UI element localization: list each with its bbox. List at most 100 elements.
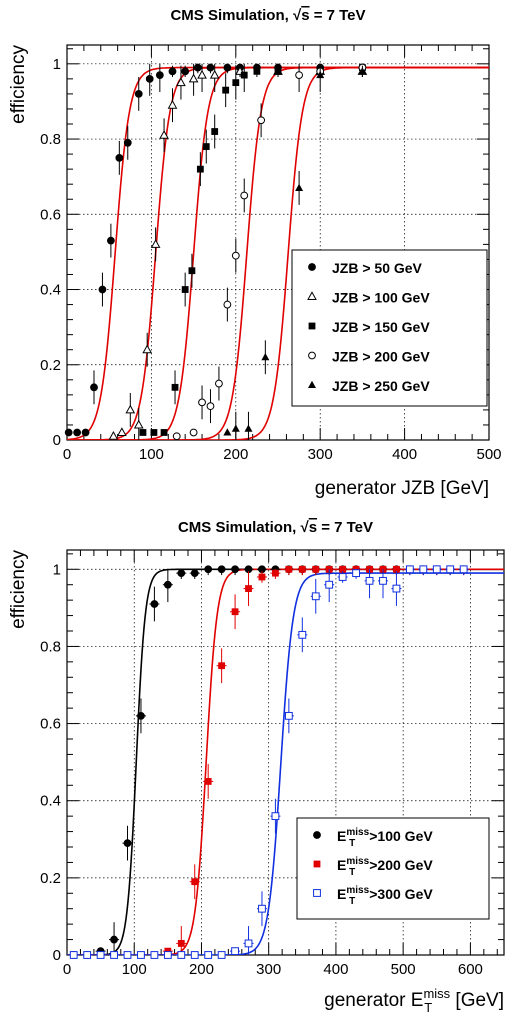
chart-title-suffix: = 7 TeV bbox=[310, 7, 366, 24]
data-point bbox=[209, 69, 220, 79]
x-tick-label: 100 bbox=[122, 961, 147, 978]
data-point bbox=[257, 116, 266, 125]
data-point bbox=[139, 429, 147, 436]
data-point bbox=[244, 939, 253, 948]
data-point bbox=[115, 153, 124, 162]
data-point bbox=[96, 951, 105, 959]
data-point bbox=[352, 569, 360, 578]
x-axis-label-sub: T bbox=[424, 1000, 432, 1015]
data-point bbox=[125, 404, 136, 414]
data-point bbox=[150, 600, 159, 608]
legend-marker bbox=[313, 860, 321, 868]
y-tick-label: 0.4 bbox=[40, 282, 61, 299]
data-point bbox=[137, 711, 145, 720]
x-tick-label: 200 bbox=[189, 961, 214, 978]
x-tick-label: 500 bbox=[476, 446, 501, 463]
data-point bbox=[298, 565, 306, 573]
data-point bbox=[231, 608, 239, 616]
legend-label-sub: T bbox=[349, 838, 355, 849]
data-point bbox=[392, 584, 401, 593]
data-point bbox=[231, 947, 239, 956]
data-point bbox=[190, 569, 199, 578]
data-point bbox=[123, 138, 132, 147]
data-point bbox=[459, 565, 468, 574]
y-tick-label: 0.2 bbox=[40, 357, 61, 374]
legend-label-sub: T bbox=[349, 867, 355, 878]
data-point bbox=[167, 99, 178, 109]
data-point bbox=[83, 951, 92, 959]
data-point bbox=[393, 565, 400, 573]
series-3 bbox=[68, 565, 469, 959]
data-point bbox=[177, 569, 186, 578]
series-3 bbox=[139, 63, 366, 436]
legend-label-sup: miss bbox=[346, 856, 369, 867]
legend-label: JZB > 250 GeV bbox=[332, 378, 430, 394]
data-point bbox=[188, 73, 199, 83]
y-tick-label: 0.8 bbox=[40, 131, 61, 148]
legend-marker bbox=[308, 380, 316, 388]
data-point bbox=[379, 576, 387, 585]
data-point bbox=[193, 63, 202, 72]
data-point bbox=[358, 67, 367, 75]
chart-title-sqrt-arg: s bbox=[301, 7, 309, 24]
chart-title-sqrt: √ bbox=[293, 7, 302, 24]
data-point bbox=[177, 940, 185, 947]
y-tick-label: 0 bbox=[53, 432, 61, 449]
data-point bbox=[245, 585, 252, 592]
y-axis-label: efficiency bbox=[8, 550, 29, 629]
data-point bbox=[110, 935, 118, 944]
data-point bbox=[223, 63, 232, 72]
fit-curve-3 bbox=[67, 572, 504, 955]
data-point bbox=[261, 353, 270, 361]
y-tick-label: 0.2 bbox=[40, 870, 61, 887]
data-point bbox=[123, 951, 132, 959]
data-point bbox=[222, 86, 230, 94]
legend-label-suffix: >200 GeV bbox=[369, 857, 433, 873]
data-point bbox=[240, 191, 249, 200]
legend-marker bbox=[307, 291, 317, 300]
data-point bbox=[274, 67, 282, 75]
data-point bbox=[196, 165, 204, 173]
data-point bbox=[258, 573, 266, 581]
legend-label-sup: miss bbox=[346, 827, 369, 838]
x-tick-label: 500 bbox=[391, 961, 416, 978]
data-point bbox=[432, 565, 441, 574]
x-axis-label: generator Emiss T [GeV] bbox=[324, 986, 504, 1015]
legend-marker bbox=[313, 889, 321, 897]
data-point bbox=[204, 778, 212, 785]
data-point bbox=[272, 569, 279, 577]
data-point bbox=[110, 951, 118, 959]
data-point bbox=[339, 565, 347, 573]
data-point bbox=[90, 383, 98, 392]
data-point bbox=[176, 77, 186, 87]
data-point bbox=[365, 576, 374, 585]
legend-label: JZB > 50 GeV bbox=[332, 260, 423, 276]
legend-label-prefix: E bbox=[337, 857, 346, 873]
legend-label-sub: T bbox=[349, 896, 355, 907]
data-point bbox=[240, 71, 248, 79]
data-point bbox=[446, 565, 455, 574]
data-point bbox=[312, 565, 320, 573]
legend-marker bbox=[308, 263, 316, 271]
x-tick-label: 400 bbox=[392, 446, 417, 463]
y-axis-label: efficiency bbox=[8, 45, 29, 124]
data-point bbox=[258, 904, 266, 913]
chart-panel-2: CMS Simulation, √s = 7 TeV 0 100 200 300 400 5… bbox=[8, 519, 505, 1015]
fit-curve-5 bbox=[67, 66, 489, 440]
data-point bbox=[190, 951, 199, 959]
data-point bbox=[155, 71, 164, 79]
x-tick-label: 0 bbox=[63, 446, 71, 463]
data-point bbox=[137, 951, 145, 959]
series-5 bbox=[223, 63, 367, 440]
x-axis-label-suffix: [GeV] bbox=[450, 990, 504, 1011]
data-point bbox=[244, 424, 253, 432]
data-point bbox=[223, 428, 232, 436]
data-point bbox=[197, 69, 207, 79]
data-point bbox=[123, 839, 132, 848]
legend-marker bbox=[313, 831, 321, 839]
chart-title-sqrt: √ bbox=[300, 519, 309, 536]
data-point bbox=[285, 565, 293, 573]
chart-panel-1: CMS Simulation, √s = 7 TeV 0 100 200 300 400 5… bbox=[8, 7, 502, 499]
